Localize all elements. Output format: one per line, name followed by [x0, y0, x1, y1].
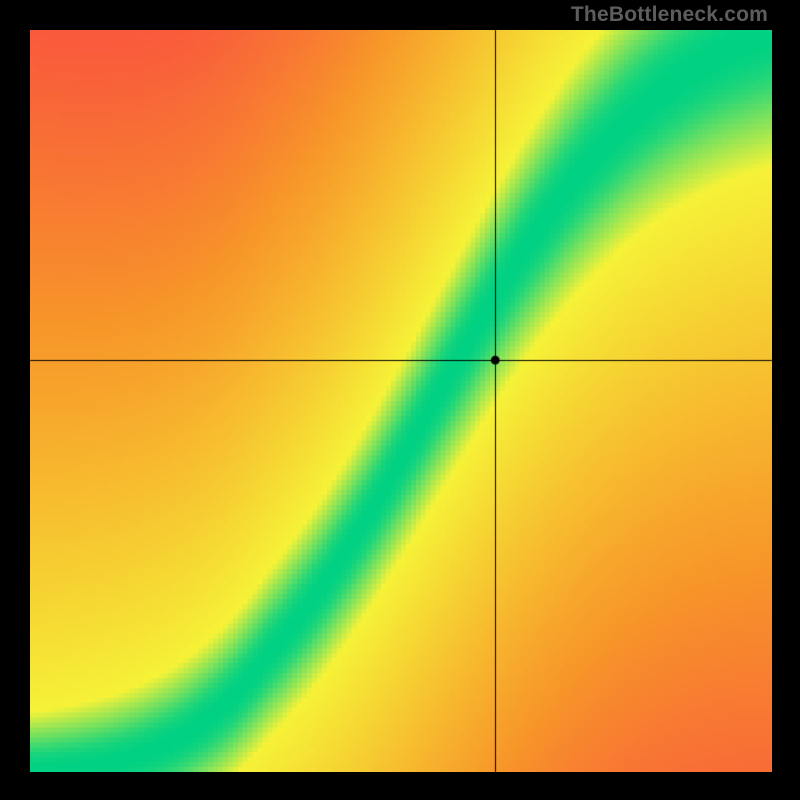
watermark-text: TheBottleneck.com [571, 3, 768, 27]
chart-container: TheBottleneck.com [0, 0, 800, 800]
crosshair-overlay [0, 0, 800, 800]
